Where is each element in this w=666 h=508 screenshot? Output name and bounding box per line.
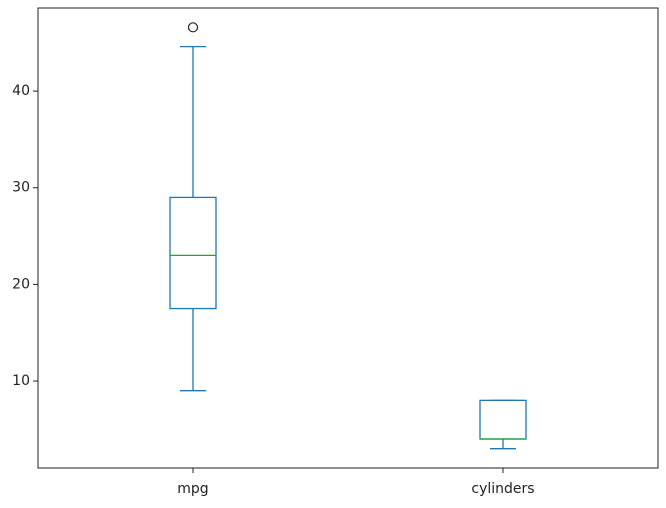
y-tick-label: 30 xyxy=(12,180,30,196)
y-tick-label: 40 xyxy=(12,83,30,99)
x-tick-label: mpg xyxy=(177,481,208,497)
plot-frame xyxy=(37,7,659,469)
y-tick-label: 10 xyxy=(12,373,30,389)
box xyxy=(169,196,217,310)
x-tick-label: cylinders xyxy=(471,481,534,497)
y-tick-label: 20 xyxy=(12,276,30,292)
outlier xyxy=(187,22,199,33)
box xyxy=(479,399,527,440)
